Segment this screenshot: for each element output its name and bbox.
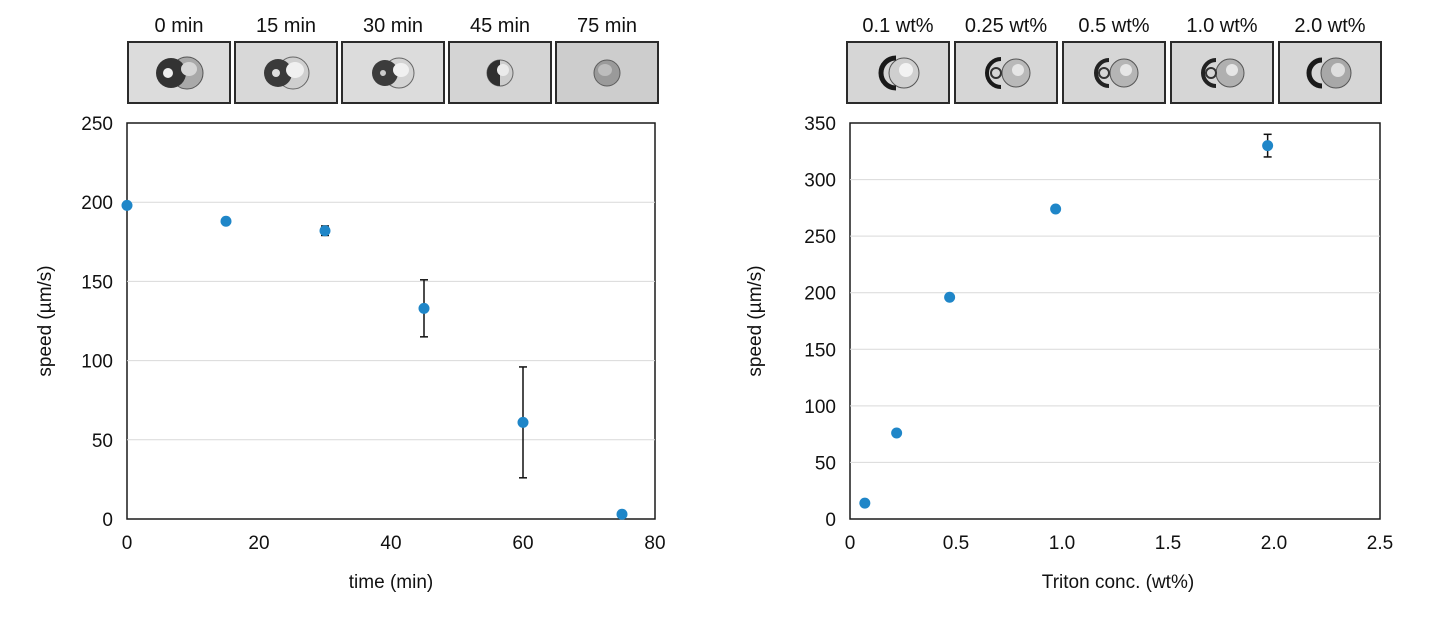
right-strip-label: 1.0 wt% — [1186, 15, 1258, 37]
right-x-tick-label: 0.5 — [943, 533, 969, 554]
left-strip-label: 15 min — [255, 15, 317, 37]
left-x-tick-label: 20 — [248, 533, 269, 554]
left-data-point — [616, 508, 628, 520]
left-y-tick-label: 100 — [81, 352, 113, 373]
janus-droplet-image — [1306, 57, 1352, 89]
droplet-thumbnail — [448, 41, 552, 104]
right-y-tick-label: 350 — [804, 114, 836, 135]
droplet-thumbnail — [127, 41, 231, 104]
right-data-point — [1262, 140, 1274, 152]
right-x-tick-label: 1.5 — [1155, 533, 1181, 554]
left-x-tick-label: 40 — [380, 533, 401, 554]
left-strip-label: 75 min — [576, 15, 638, 37]
right-y-tick-label: 150 — [804, 340, 836, 361]
droplet-thumbnail — [1062, 41, 1166, 104]
right-strip-label: 0.5 wt% — [1078, 15, 1150, 37]
left-x-tick-label: 80 — [644, 533, 665, 554]
right-x-tick-label: 0 — [845, 533, 856, 554]
right-strip-label: 2.0 wt% — [1294, 15, 1366, 37]
left-x-axis-title: time (min) — [349, 572, 433, 593]
left-y-tick-label: 200 — [81, 193, 113, 214]
right-y-axis-title: speed (µm/s) — [745, 265, 766, 376]
right-strip-label: 0.25 wt% — [964, 15, 1048, 37]
left-data-point — [418, 302, 430, 314]
left-x-tick-label: 60 — [512, 533, 533, 554]
droplet-thumbnail — [234, 41, 338, 104]
droplet-thumbnail — [846, 41, 950, 104]
left-x-tick-label: 0 — [122, 533, 133, 554]
right-y-tick-label: 200 — [804, 284, 836, 305]
left-y-tick-label: 50 — [92, 431, 113, 452]
left-strip-label: 30 min — [362, 15, 424, 37]
right-data-point — [859, 497, 871, 509]
left-data-point — [220, 215, 232, 227]
left-strip-label: 0 min — [154, 15, 204, 37]
left-plot-frame — [126, 122, 656, 520]
left-strip-label: 45 min — [469, 15, 531, 37]
left-y-tick-label: 0 — [102, 510, 113, 531]
left-y-tick-label: 150 — [81, 272, 113, 293]
right-x-tick-label: 2.0 — [1261, 533, 1287, 554]
droplet-thumbnail — [954, 41, 1058, 104]
janus-droplet-image — [372, 57, 415, 89]
right-data-point — [891, 427, 903, 439]
janus-droplet-image — [1094, 58, 1139, 88]
right-y-tick-label: 50 — [815, 453, 836, 474]
left-y-axis-title: speed (µm/s) — [35, 265, 56, 376]
janus-droplet-image — [264, 56, 310, 90]
left-data-point — [121, 199, 133, 211]
right-x-tick-label: 1.0 — [1049, 533, 1075, 554]
right-y-tick-label: 300 — [804, 171, 836, 192]
right-y-tick-label: 0 — [825, 510, 836, 531]
left-y-tick-label: 250 — [81, 114, 113, 135]
right-data-point — [1050, 203, 1062, 215]
janus-droplet-image — [1201, 58, 1245, 88]
janus-droplet-image — [156, 56, 204, 90]
left-data-point — [517, 416, 529, 428]
right-y-tick-label: 250 — [804, 227, 836, 248]
droplet-image — [593, 59, 621, 87]
right-plot-frame — [849, 122, 1381, 520]
droplet-thumbnail — [341, 41, 445, 104]
janus-droplet-image — [486, 59, 514, 87]
janus-droplet-image — [878, 55, 920, 91]
left-data-point — [319, 225, 331, 237]
right-strip-label: 0.1 wt% — [862, 15, 934, 37]
right-y-tick-label: 100 — [804, 397, 836, 418]
right-x-tick-label: 2.5 — [1367, 533, 1393, 554]
droplet-thumbnail — [555, 41, 659, 104]
droplet-thumbnail — [1278, 41, 1382, 104]
right-x-axis-title: Triton conc. (wt%) — [1042, 572, 1194, 593]
janus-droplet-image — [985, 57, 1031, 89]
droplet-thumbnail — [1170, 41, 1274, 104]
right-data-point — [944, 291, 956, 303]
